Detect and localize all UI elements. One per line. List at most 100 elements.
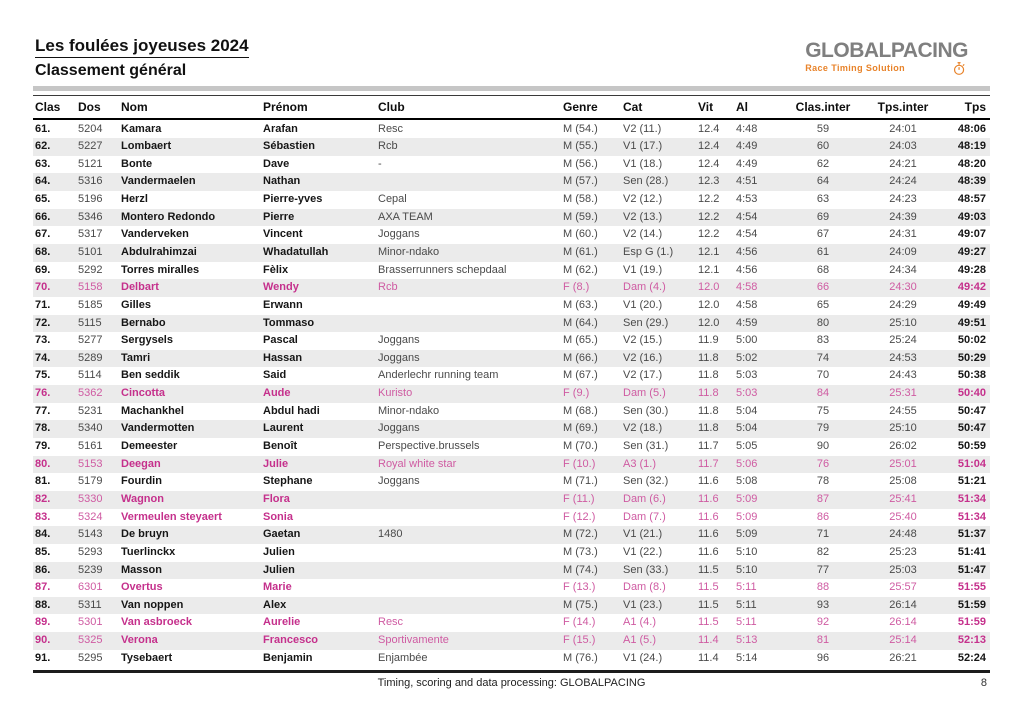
- col-header-clasinter: Clas.inter: [795, 100, 851, 114]
- cell-club: Resc: [378, 616, 404, 629]
- col-header-clas: Clas: [35, 100, 61, 114]
- cell-nom: Deegan: [121, 457, 161, 470]
- cell-genre: M (68.): [563, 404, 598, 417]
- cell-genre: M (60.): [563, 228, 598, 241]
- cell-nom: Verona: [121, 634, 158, 647]
- cell-cat: Sen (32.): [623, 475, 669, 488]
- cell-clas: 74.: [35, 351, 51, 364]
- cell-clasinter: 76: [816, 457, 830, 470]
- cell-cat: V2 (15.): [623, 334, 663, 347]
- cell-clas: 67.: [35, 228, 51, 241]
- cell-prenom: Sonia: [263, 510, 293, 523]
- table-row: 91. 5295 Tysebaert Benjamin Enjambée M (…: [33, 649, 990, 668]
- cell-clas: 82.: [35, 492, 51, 505]
- cell-clasinter: 65: [816, 298, 830, 311]
- cell-tps: 51:21: [957, 475, 986, 488]
- cell-tps: 52:24: [957, 651, 986, 664]
- cell-prenom: Pierre: [263, 210, 295, 223]
- cell-al: 5:03: [736, 369, 758, 382]
- cell-prenom: Whadatullah: [263, 245, 329, 258]
- cell-nom: Gilles: [121, 298, 151, 311]
- cell-club: Brasserrunners schepdaal: [378, 263, 507, 276]
- cell-prenom: Aurelie: [263, 616, 301, 629]
- table-row: 63. 5121 Bonte Dave - M (56.) V1 (18.) 1…: [33, 155, 990, 174]
- cell-cat: V2 (16.): [623, 351, 663, 364]
- cell-prenom: Pierre-yves: [263, 193, 323, 206]
- cell-tpsinter: 24:34: [889, 263, 917, 276]
- cell-clas: 75.: [35, 369, 51, 382]
- cell-tpsinter: 24:30: [889, 281, 917, 294]
- cell-dos: 5121: [78, 157, 103, 170]
- cell-clasinter: 93: [816, 598, 830, 611]
- cell-nom: Masson: [121, 563, 162, 576]
- cell-prenom: Francesco: [263, 634, 319, 647]
- cell-club: Royal white star: [378, 457, 457, 470]
- cell-cat: V1 (24.): [623, 651, 663, 664]
- cell-tpsinter: 25:14: [889, 634, 917, 647]
- cell-genre: F (8.): [563, 281, 590, 294]
- cell-genre: M (74.): [563, 563, 598, 576]
- cell-tps: 49:03: [957, 210, 986, 223]
- cell-tpsinter: 24:09: [889, 245, 917, 258]
- table-row: 71. 5185 Gilles Erwann M (63.) V1 (20.) …: [33, 296, 990, 315]
- cell-tps: 51:59: [957, 598, 986, 611]
- cell-clas: 83.: [35, 510, 51, 523]
- cell-nom: Tuerlinckx: [121, 545, 176, 558]
- cell-clas: 76.: [35, 387, 51, 400]
- cell-clasinter: 92: [816, 616, 830, 629]
- cell-vit: 12.3: [698, 175, 720, 188]
- cell-genre: M (72.): [563, 528, 598, 541]
- cell-dos: 5143: [78, 528, 103, 541]
- cell-prenom: Alex: [263, 598, 287, 611]
- cell-cat: V1 (20.): [623, 298, 663, 311]
- cell-cat: A1 (5.): [623, 634, 657, 647]
- table-row: 81. 5179 Fourdin Stephane Joggans M (71.…: [33, 473, 990, 491]
- cell-nom: Vermeulen steyaert: [121, 510, 222, 523]
- table-row: 89. 5301 Van asbroeck Aurelie Resc F (14…: [33, 614, 990, 633]
- cell-cat: Dam (6.): [623, 492, 666, 505]
- cell-clas: 88.: [35, 598, 51, 611]
- col-header-nom: Nom: [121, 100, 148, 114]
- cell-dos: 5185: [78, 298, 103, 311]
- cell-cat: Dam (5.): [623, 387, 666, 400]
- cell-clas: 73.: [35, 334, 51, 347]
- results-table-body: 61. 5204 Kamara Arafan Resc M (54.) V2 (…: [33, 120, 990, 668]
- cell-dos: 5227: [78, 140, 103, 153]
- cell-dos: 5204: [78, 122, 103, 135]
- cell-clasinter: 83: [816, 334, 830, 347]
- cell-genre: M (70.): [563, 440, 598, 453]
- cell-genre: M (73.): [563, 545, 598, 558]
- cell-prenom: Pascal: [263, 334, 298, 347]
- cell-clasinter: 80: [816, 316, 830, 329]
- cell-vit: 12.4: [698, 122, 720, 135]
- cell-prenom: Sébastien: [263, 140, 315, 153]
- cell-tps: 50:47: [957, 404, 986, 417]
- cell-vit: 11.9: [698, 334, 719, 347]
- cell-tpsinter: 26:14: [889, 616, 917, 629]
- cell-genre: M (57.): [563, 175, 598, 188]
- cell-tps: 50:47: [957, 422, 986, 435]
- cell-dos: 5292: [78, 263, 103, 276]
- cell-genre: M (58.): [563, 193, 598, 206]
- cell-nom: De bruyn: [121, 528, 169, 541]
- page-number: 8: [980, 677, 987, 689]
- cell-tpsinter: 24:23: [889, 193, 917, 206]
- cell-tpsinter: 25:01: [889, 457, 917, 470]
- cell-al: 5:14: [736, 651, 758, 664]
- cell-prenom: Vincent: [263, 228, 303, 241]
- cell-prenom: Stephane: [263, 475, 313, 488]
- cell-dos: 5325: [78, 634, 103, 647]
- cell-al: 4:58: [736, 298, 758, 311]
- cell-cat: A3 (1.): [623, 457, 657, 470]
- page-title: Classement général: [35, 62, 187, 79]
- cell-prenom: Tommaso: [263, 316, 315, 329]
- event-title: Les foulées joyeuses 2024: [35, 36, 249, 58]
- cell-tpsinter: 24:39: [889, 210, 917, 223]
- col-header-genre: Genre: [563, 100, 598, 114]
- cell-al: 5:09: [736, 510, 758, 523]
- cell-genre: M (63.): [563, 298, 598, 311]
- cell-cat: Sen (29.): [623, 316, 669, 329]
- cell-clasinter: 87: [816, 492, 830, 505]
- cell-tpsinter: 25:40: [889, 510, 917, 523]
- col-header-vit: Vit: [698, 100, 714, 114]
